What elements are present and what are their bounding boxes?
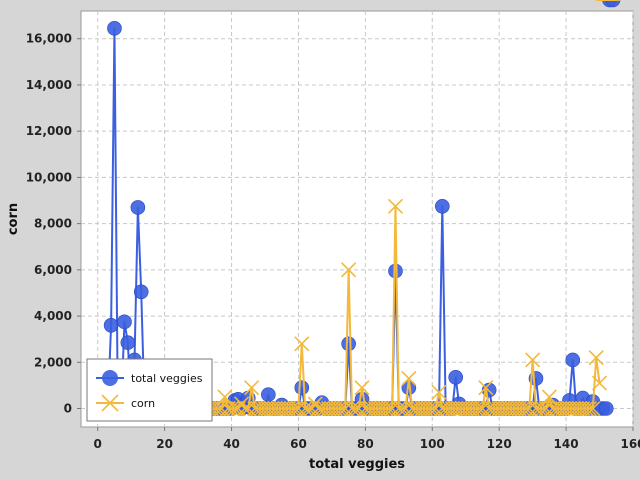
- x-tick-label: 80: [357, 437, 374, 451]
- legend-marker: [101, 394, 119, 412]
- data-point: [223, 400, 240, 417]
- data-point: [217, 389, 233, 405]
- y-axis-ticks: 0 2,000 4,000 6,000 8,000 10,000 12,000 14,000 1…: [26, 32, 81, 416]
- x-tick-label: 160: [620, 437, 640, 451]
- data-point: [387, 198, 404, 214]
- plot-area: [80, 10, 634, 428]
- legend-label: corn: [131, 397, 155, 410]
- data-point: [133, 284, 149, 300]
- y-tick-label: 12,000: [26, 124, 72, 138]
- x-tick-label: 100: [420, 437, 445, 451]
- data-point: [234, 396, 250, 412]
- data-point: [605, 0, 621, 8]
- data-point: [331, 400, 347, 417]
- x-tick-label: 140: [554, 437, 579, 451]
- legend-box: [86, 358, 213, 422]
- y-axis-label: corn: [6, 203, 21, 235]
- data-point: [541, 389, 557, 405]
- gridlines: [81, 11, 634, 427]
- x-tick-label: 60: [290, 437, 307, 451]
- legend-marker: [102, 370, 118, 386]
- data-point: [120, 335, 136, 350]
- data-point: [588, 350, 604, 366]
- data-point: [581, 400, 598, 417]
- legend-item: corn: [96, 394, 155, 412]
- data-point: [531, 400, 547, 417]
- data-point: [391, 400, 407, 417]
- y-tick-label: 0: [64, 402, 72, 416]
- y-tick-label: 4,000: [34, 309, 72, 323]
- data-point: [515, 400, 531, 417]
- data-point: [448, 370, 463, 385]
- data-point: [107, 21, 122, 36]
- data-point: [307, 396, 323, 412]
- y-tick-label: 14,000: [26, 78, 72, 92]
- data-point: [244, 380, 260, 396]
- legend-item: total veggies: [96, 370, 203, 386]
- x-tick-label: 0: [94, 437, 102, 451]
- data-point: [117, 314, 132, 330]
- data-point: [377, 400, 394, 417]
- data-point: [354, 380, 370, 396]
- x-tick-label: 40: [223, 437, 240, 451]
- data-point: [341, 336, 356, 352]
- data-point: [478, 380, 494, 396]
- data-point: [468, 400, 484, 417]
- data-point: [598, 401, 614, 416]
- y-tick-label: 8,000: [34, 217, 72, 231]
- x-axis-label: total veggies: [309, 457, 405, 472]
- x-tick-label: 120: [487, 437, 512, 451]
- y-tick-label: 6,000: [34, 263, 72, 277]
- data-point: [585, 400, 601, 417]
- data-point: [294, 336, 310, 352]
- data-point: [130, 200, 146, 215]
- data-point: [297, 400, 313, 417]
- data-point: [103, 318, 119, 333]
- x-axis-ticks: 0 20 40 60 80 100 120 140 160: [94, 427, 640, 451]
- data-point: [341, 262, 357, 278]
- y-tick-label: 2,000: [34, 355, 72, 369]
- legend-label: total veggies: [131, 372, 203, 385]
- data-point: [525, 352, 541, 368]
- y-tick-label: 10,000: [26, 170, 72, 184]
- data-point: [591, 375, 608, 391]
- data-point: [284, 400, 300, 417]
- data-point: [261, 387, 276, 402]
- data-point: [344, 400, 360, 417]
- data-point: [294, 380, 310, 396]
- data-point: [421, 400, 437, 417]
- data-point: [435, 198, 450, 214]
- data-point: [578, 400, 594, 417]
- legend: total veggies corn: [86, 358, 213, 422]
- x-tick-label: 20: [156, 437, 173, 451]
- data-point: [431, 384, 447, 400]
- data-point: [401, 370, 417, 387]
- data-point: [565, 352, 581, 368]
- y-tick-label: 16,000: [26, 32, 72, 46]
